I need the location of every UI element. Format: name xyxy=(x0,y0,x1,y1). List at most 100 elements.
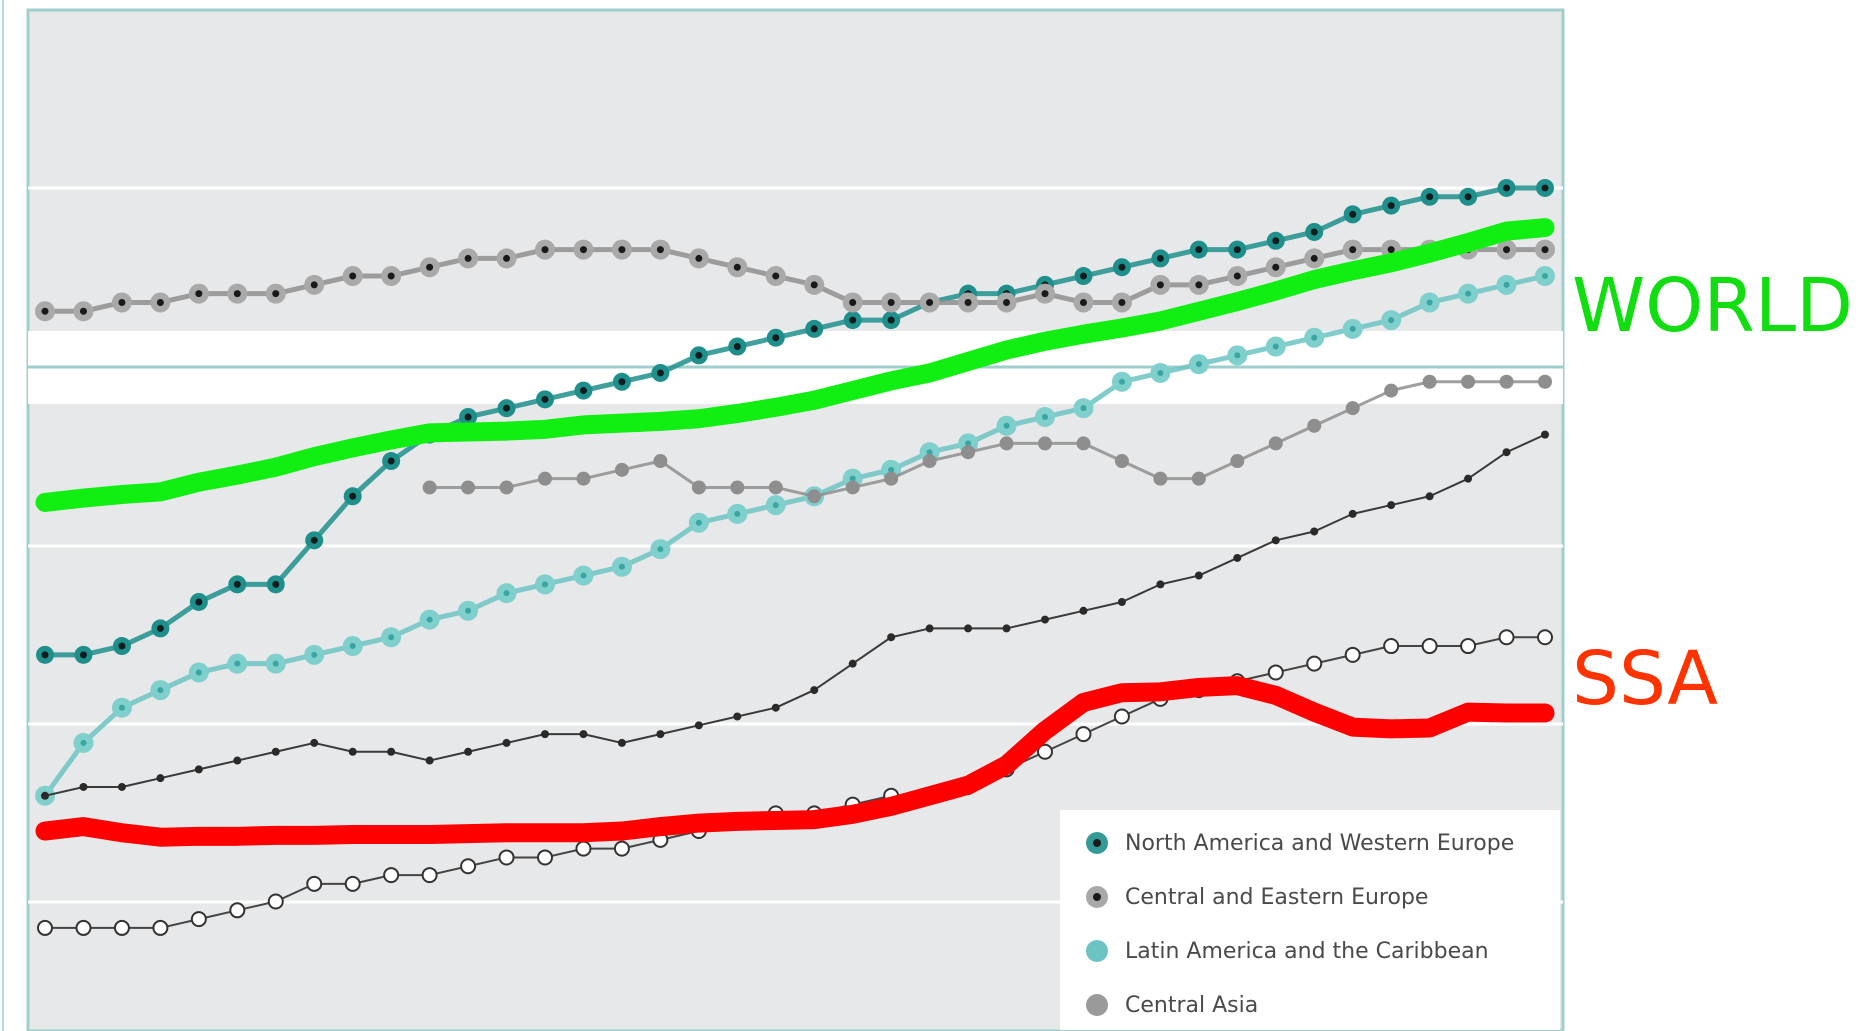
data-point xyxy=(1502,448,1511,457)
data-point xyxy=(1153,471,1168,486)
data-point-dot xyxy=(1426,299,1433,306)
data-point-dot xyxy=(733,343,741,351)
data-point-dot xyxy=(1465,290,1472,297)
data-point-dot xyxy=(1311,334,1318,341)
data-point-dot xyxy=(464,254,472,262)
data-point-dot xyxy=(1349,325,1356,332)
data-point-dot xyxy=(772,272,780,280)
data-point-dot xyxy=(426,263,434,271)
data-point xyxy=(1344,646,1361,663)
data-point xyxy=(464,747,473,756)
legend-marker-dot-icon xyxy=(1093,839,1101,847)
data-point xyxy=(576,471,591,486)
data-point xyxy=(768,480,783,495)
data-point-dot xyxy=(1079,298,1087,306)
data-point xyxy=(807,489,822,504)
data-point-dot xyxy=(656,369,664,377)
data-point-dot xyxy=(272,580,280,588)
data-point-dot xyxy=(1310,228,1318,236)
data-point-dot xyxy=(349,643,356,650)
data-point xyxy=(1384,383,1399,398)
legend-marker-dot-icon xyxy=(1093,893,1101,901)
data-point-dot xyxy=(580,572,587,579)
data-point-dot xyxy=(1118,263,1126,271)
data-point xyxy=(498,849,515,866)
data-point xyxy=(1271,536,1280,545)
data-point xyxy=(1037,743,1053,760)
data-point xyxy=(190,911,207,928)
data-point-dot xyxy=(695,519,702,526)
data-point xyxy=(460,858,477,875)
data-point-dot xyxy=(541,246,549,254)
data-point-dot xyxy=(926,449,933,456)
data-point-dot xyxy=(1042,413,1048,420)
data-point xyxy=(1387,501,1396,510)
data-point-dot xyxy=(657,546,664,553)
data-point-dot xyxy=(1426,193,1434,201)
data-point-dot xyxy=(579,387,587,395)
data-point-dot xyxy=(542,581,548,588)
data-point-dot xyxy=(310,536,318,544)
data-point-dot xyxy=(426,616,433,623)
data-point xyxy=(964,624,973,633)
data-point-dot xyxy=(1541,246,1549,254)
data-point xyxy=(79,782,88,791)
data-point xyxy=(1156,580,1165,589)
data-point xyxy=(691,480,706,495)
data-point xyxy=(75,919,92,936)
data-point-dot xyxy=(79,651,87,659)
data-point xyxy=(267,893,284,910)
data-point-dot xyxy=(41,651,49,659)
series-line xyxy=(42,273,1546,798)
series-0 xyxy=(36,178,1554,664)
data-point xyxy=(1267,664,1284,681)
data-point xyxy=(1117,597,1126,606)
data-point xyxy=(925,624,934,633)
data-point xyxy=(730,480,745,495)
data-point-dot xyxy=(1118,378,1125,385)
data-point xyxy=(1499,374,1514,389)
data-point-dot xyxy=(810,325,818,333)
data-point-dot xyxy=(1541,184,1549,192)
legend-label: Central and Eastern Europe xyxy=(1125,885,1428,910)
data-point xyxy=(271,747,280,756)
legend-marker-icon xyxy=(1086,940,1108,962)
data-point xyxy=(37,919,53,936)
data-point-dot xyxy=(1234,352,1241,359)
data-point xyxy=(617,738,626,747)
data-point-dot xyxy=(156,298,164,306)
data-point-dot xyxy=(503,404,511,412)
data-point-dot xyxy=(849,475,856,482)
data-point-dot xyxy=(1503,281,1510,288)
data-point-dot xyxy=(888,466,895,473)
data-point-dot xyxy=(1195,246,1203,254)
data-point xyxy=(922,454,937,469)
data-point-dot xyxy=(1387,202,1395,210)
data-point-dot xyxy=(349,272,357,280)
legend-item: Central Asia xyxy=(1086,993,1258,1018)
ssa-annotation: SSA xyxy=(1572,636,1718,722)
data-point xyxy=(1307,418,1322,433)
data-point-dot xyxy=(118,298,126,306)
data-point xyxy=(1460,638,1477,655)
data-point xyxy=(1498,629,1515,646)
series-layer xyxy=(35,178,1555,936)
data-point xyxy=(1422,374,1437,389)
series-1 xyxy=(35,239,1555,322)
highlight-line-7 xyxy=(35,218,1555,512)
data-point-dot xyxy=(503,254,511,262)
data-point xyxy=(306,875,323,892)
data-point xyxy=(1002,624,1011,633)
data-point xyxy=(1114,454,1129,469)
data-point xyxy=(1113,708,1130,725)
data-point xyxy=(1041,615,1049,624)
data-point-dot xyxy=(1349,210,1357,218)
data-point-dot xyxy=(1118,298,1126,306)
data-point-dot xyxy=(1156,254,1164,262)
data-point-dot xyxy=(541,395,549,403)
highlight-layer xyxy=(35,218,1555,847)
data-point xyxy=(425,756,434,765)
data-point xyxy=(1230,454,1245,469)
data-point xyxy=(1306,655,1323,672)
